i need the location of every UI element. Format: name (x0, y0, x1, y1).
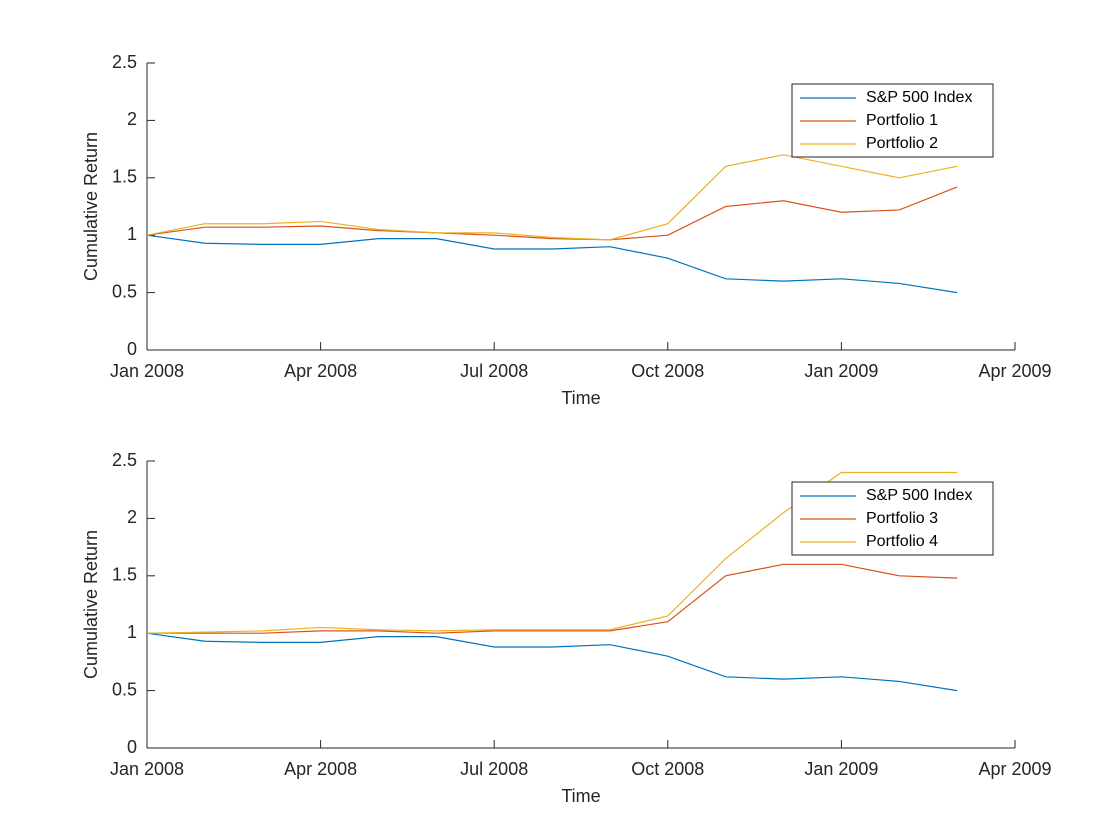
legend-label: Portfolio 2 (866, 135, 938, 152)
x-tick-label: Apr 2009 (978, 759, 1051, 779)
y-tick-label: 2 (127, 507, 137, 527)
y-tick-label: 1.5 (112, 167, 137, 187)
series-line (146, 234, 958, 294)
y-tick-label: 1.5 (112, 565, 137, 585)
legend: S&P 500 Index Portfolio 1 Portfolio 2 (791, 83, 994, 158)
x-tick-label: Jan 2009 (804, 759, 878, 779)
y-tick-label: 0.5 (112, 281, 137, 301)
legend-label: Portfolio 3 (866, 510, 938, 527)
x-tick-label: Apr 2009 (978, 361, 1051, 381)
series-line (146, 632, 958, 692)
x-tick-label: Oct 2008 (631, 759, 704, 779)
legend-label: S&P 500 Index (866, 89, 972, 106)
legend-label: Portfolio 4 (866, 533, 938, 550)
y-tick-label: 2 (127, 109, 137, 129)
x-tick-label: Jan 2008 (110, 759, 184, 779)
y-tick-label: 0 (127, 737, 137, 757)
legend-label: Portfolio 1 (866, 112, 938, 129)
y-tick-label: 0.5 (112, 679, 137, 699)
y-tick-label: 1 (127, 224, 137, 244)
x-tick-label: Jan 2009 (804, 361, 878, 381)
series-line (147, 563, 958, 634)
subplot: 0 0.5 1 1.5 2 2.5 Jan 2008 Apr 2008 Jul 2008 Oct … (81, 52, 1052, 408)
series-line (146, 186, 958, 241)
x-tick-label: Jan 2008 (110, 361, 184, 381)
y-axis-label: Cumulative Return (81, 132, 101, 281)
x-tick-label: Jul 2008 (460, 759, 528, 779)
x-tick-label: Oct 2008 (631, 361, 704, 381)
x-tick-label: Apr 2008 (284, 759, 357, 779)
x-axis-label: Time (561, 388, 600, 408)
subplot: 0 0.5 1 1.5 2 2.5 Jan 2008 Apr 2008 Jul 2008 Oct … (81, 450, 1052, 806)
series-line (146, 154, 958, 241)
y-tick-label: 2.5 (112, 52, 137, 72)
y-tick-label: 1 (127, 622, 137, 642)
x-tick-label: Apr 2008 (284, 361, 357, 381)
legend-label: S&P 500 Index (866, 487, 972, 504)
y-tick-label: 2.5 (112, 450, 137, 470)
legend: S&P 500 Index Portfolio 3 Portfolio 4 (791, 481, 994, 556)
y-axis-label: Cumulative Return (81, 530, 101, 679)
x-axis-label: Time (561, 786, 600, 806)
y-tick-label: 0 (127, 339, 137, 359)
x-tick-label: Jul 2008 (460, 361, 528, 381)
